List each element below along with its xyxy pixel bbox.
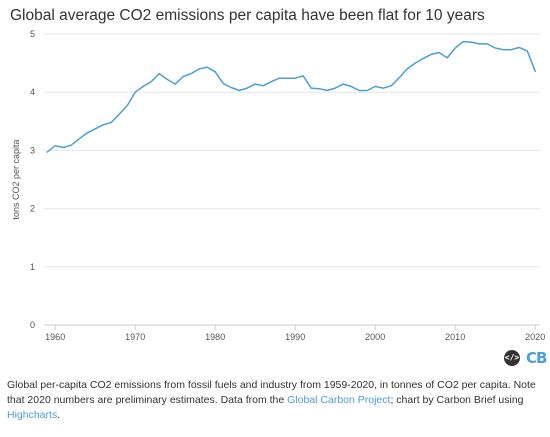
y-axis-tick-labels: 0 1 2 3 4 5 <box>30 29 35 330</box>
caption-text: ; chart by Carbon Brief using <box>390 394 524 406</box>
gridlines <box>44 33 540 326</box>
highcharts-link[interactable]: Highcharts <box>7 409 58 421</box>
x-tick-label: 1970 <box>125 332 145 342</box>
y-axis-label: tons CO2 per capita <box>11 139 21 219</box>
y-tick-label: 4 <box>30 87 35 97</box>
global-carbon-project-link[interactable]: Global Carbon Project <box>287 394 391 406</box>
x-tick-label: 1990 <box>285 332 305 342</box>
x-tick-label: 1960 <box>45 332 65 342</box>
line-chart: 0 1 2 3 4 5 1960 1970 1980 1990 2000 2010 2020 tons… <box>11 29 545 342</box>
x-tick-label: 2020 <box>525 332 545 342</box>
chart-caption: Global per-capita CO2 emissions from fos… <box>7 378 547 423</box>
x-tick-label: 1980 <box>205 332 225 342</box>
caption-text: . <box>57 409 61 421</box>
x-tick-label: 2010 <box>445 332 465 342</box>
y-tick-label: 0 <box>30 320 35 330</box>
series-line <box>46 40 536 153</box>
y-tick-label: 2 <box>30 204 35 214</box>
series-lines <box>46 40 536 153</box>
y-tick-label: 5 <box>30 29 35 39</box>
x-tick-label: 2000 <box>365 332 385 342</box>
carbon-brief-logo[interactable]: CB <box>526 349 547 367</box>
y-tick-label: 1 <box>30 262 35 272</box>
embed-code-icon[interactable]: </> <box>504 350 520 366</box>
x-axis-tick-labels: 1960 1970 1980 1990 2000 2010 2020 <box>45 325 545 342</box>
caption-text: Global per-capita CO2 emissions from fos… <box>7 379 536 406</box>
y-tick-label: 3 <box>30 145 35 155</box>
chart-title: Global average CO2 emissions per capita … <box>10 7 485 24</box>
